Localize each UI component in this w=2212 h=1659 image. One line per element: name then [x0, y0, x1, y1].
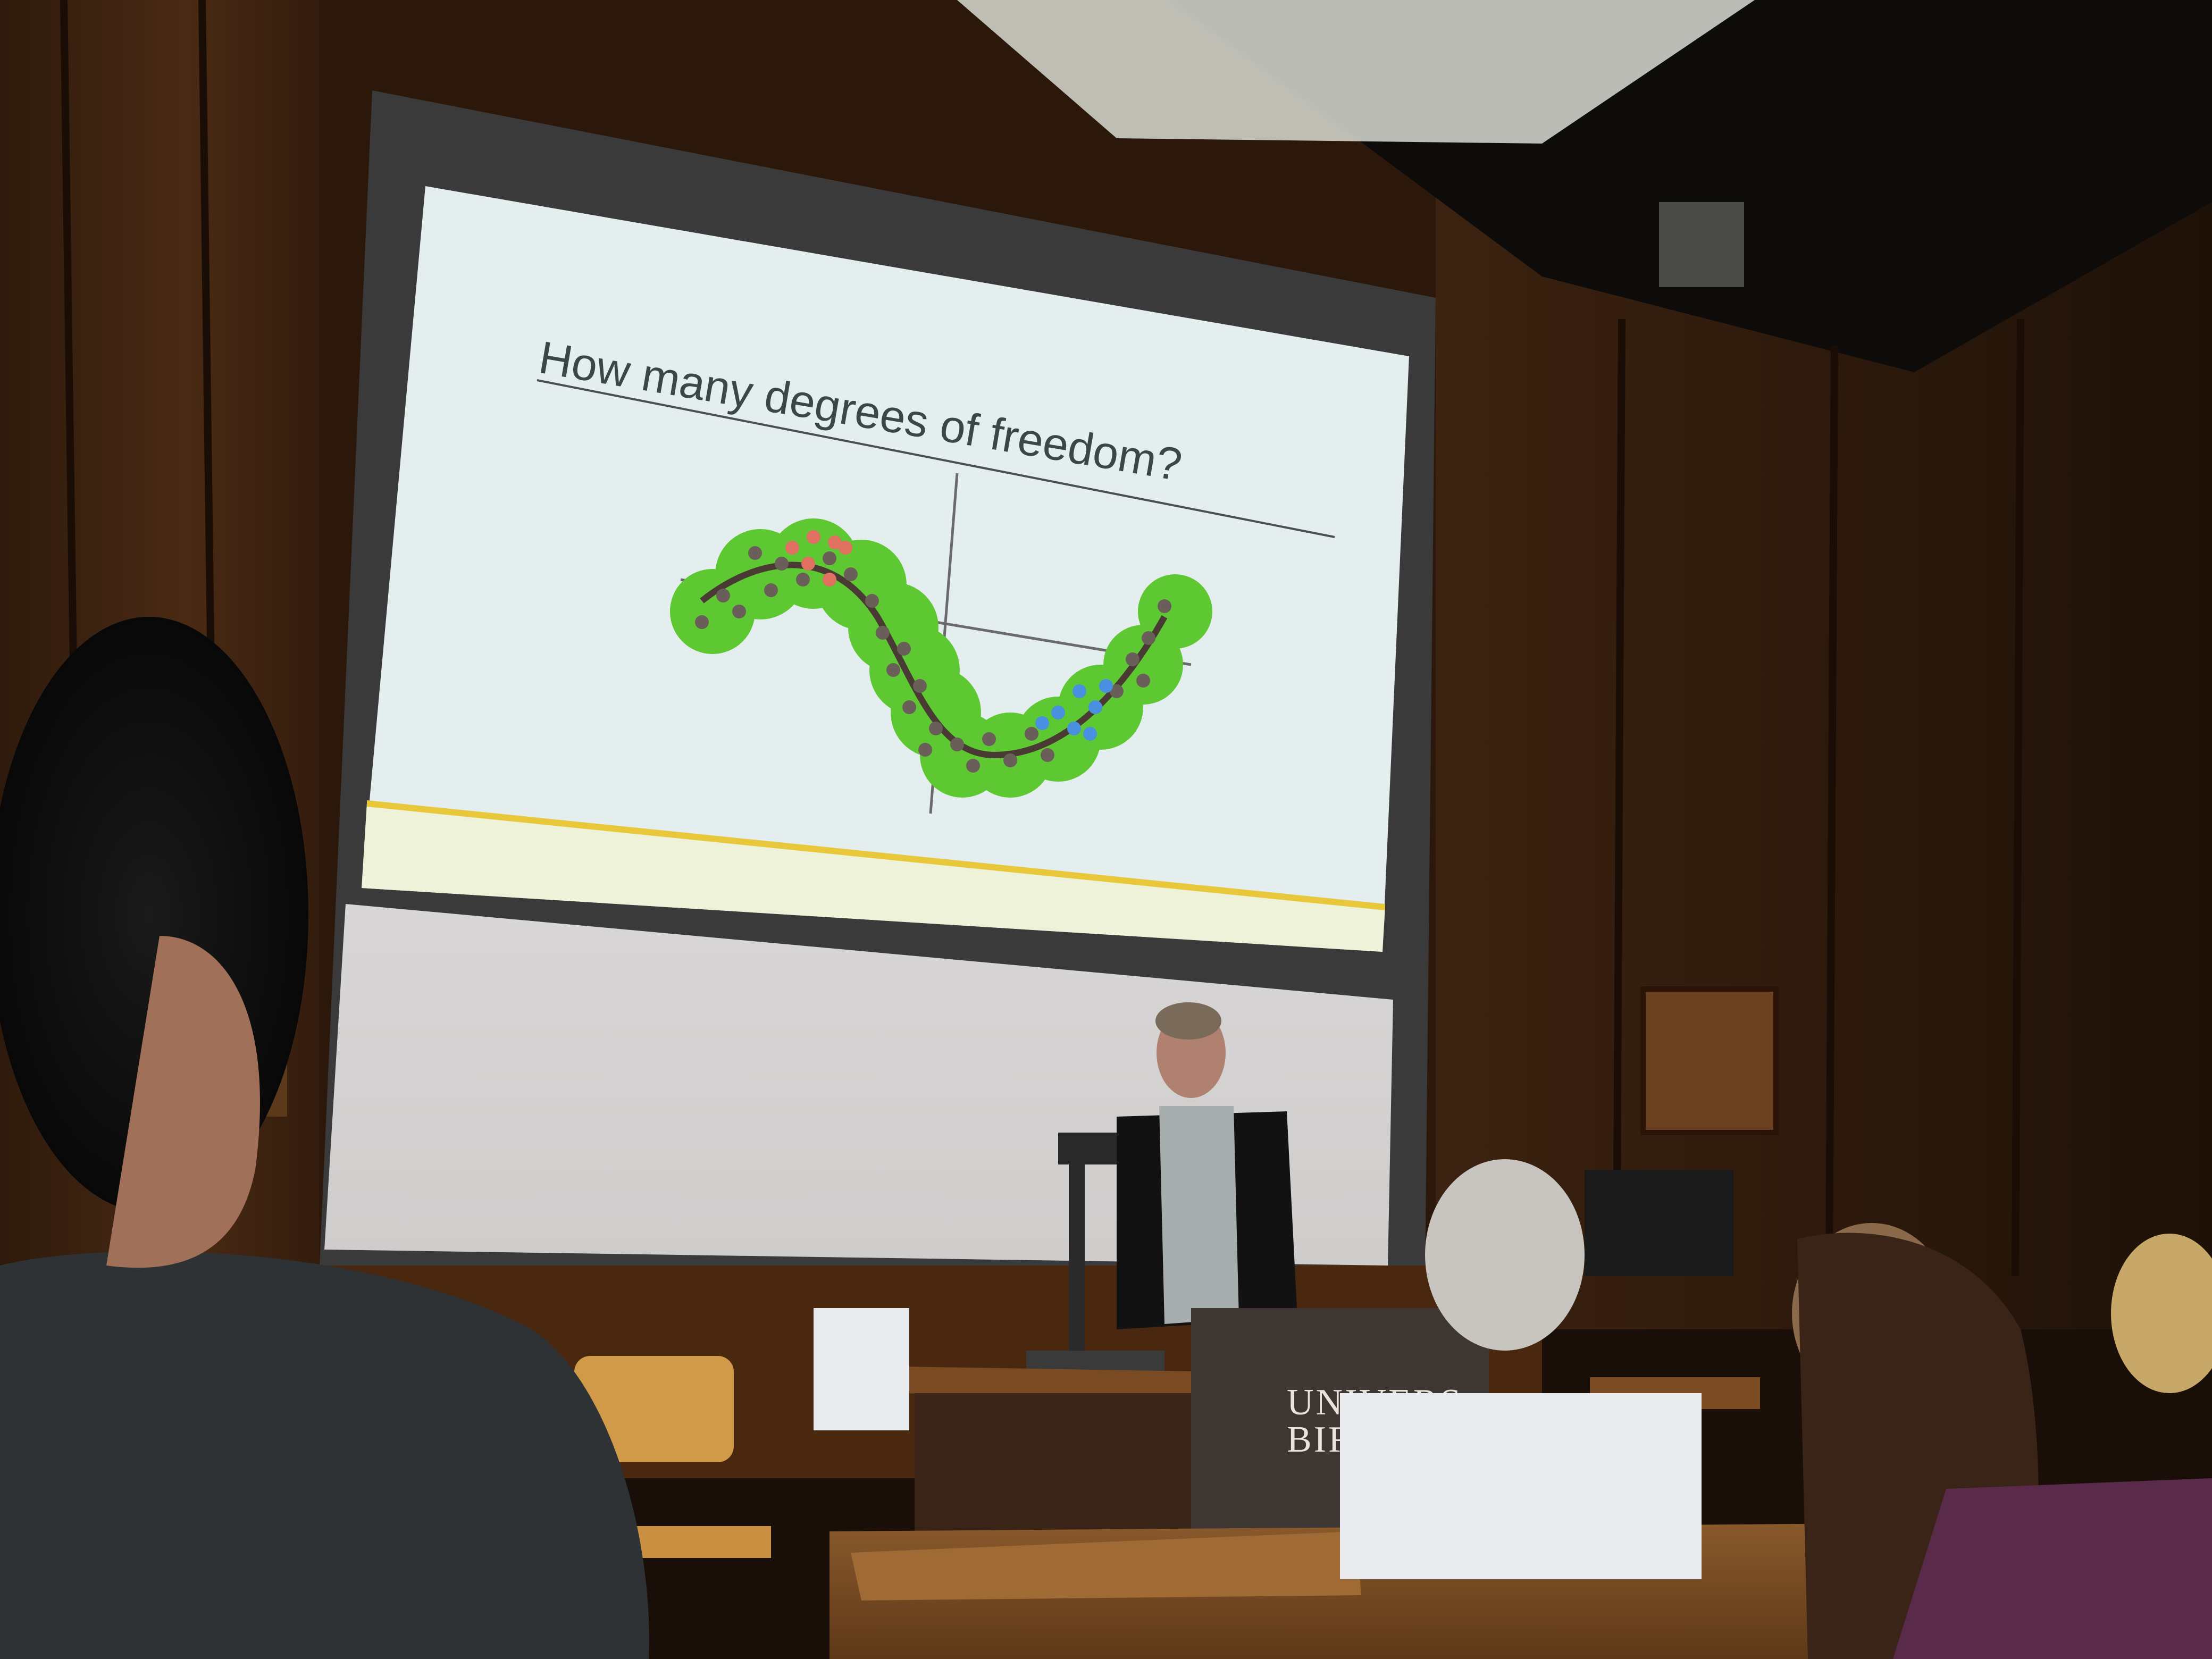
gray-data-points: [695, 546, 1171, 773]
lecturer-shirt: [1159, 1106, 1239, 1324]
lecturer-hair: [1155, 1002, 1221, 1040]
info-sign: [814, 1308, 909, 1430]
audience-member-left: [0, 617, 649, 1659]
lecturer: [1117, 1002, 1297, 1329]
front-bench-top: [851, 1531, 1361, 1601]
manifold-diagram: [670, 473, 1212, 814]
slide-footer-bar: [367, 800, 1385, 910]
chair-back: [574, 1356, 734, 1462]
slide-footer-band: [362, 803, 1385, 952]
audience-member-grey-hair: [1340, 1159, 1702, 1579]
audience-member-right: [1792, 1223, 2212, 1659]
speaker-box: [1659, 202, 1744, 287]
wall-plaque: [1640, 986, 1779, 1135]
monitor: [1585, 1170, 1733, 1276]
slide-title-underline: [537, 379, 1335, 538]
blue-data-points: [1035, 679, 1113, 741]
ceiling-light-panel: [957, 0, 1755, 144]
red-data-points: [785, 530, 852, 586]
manifold-curve: [700, 562, 1168, 759]
document-camera: [1026, 1133, 1164, 1372]
lecture-desk-base: [915, 1393, 1212, 1542]
